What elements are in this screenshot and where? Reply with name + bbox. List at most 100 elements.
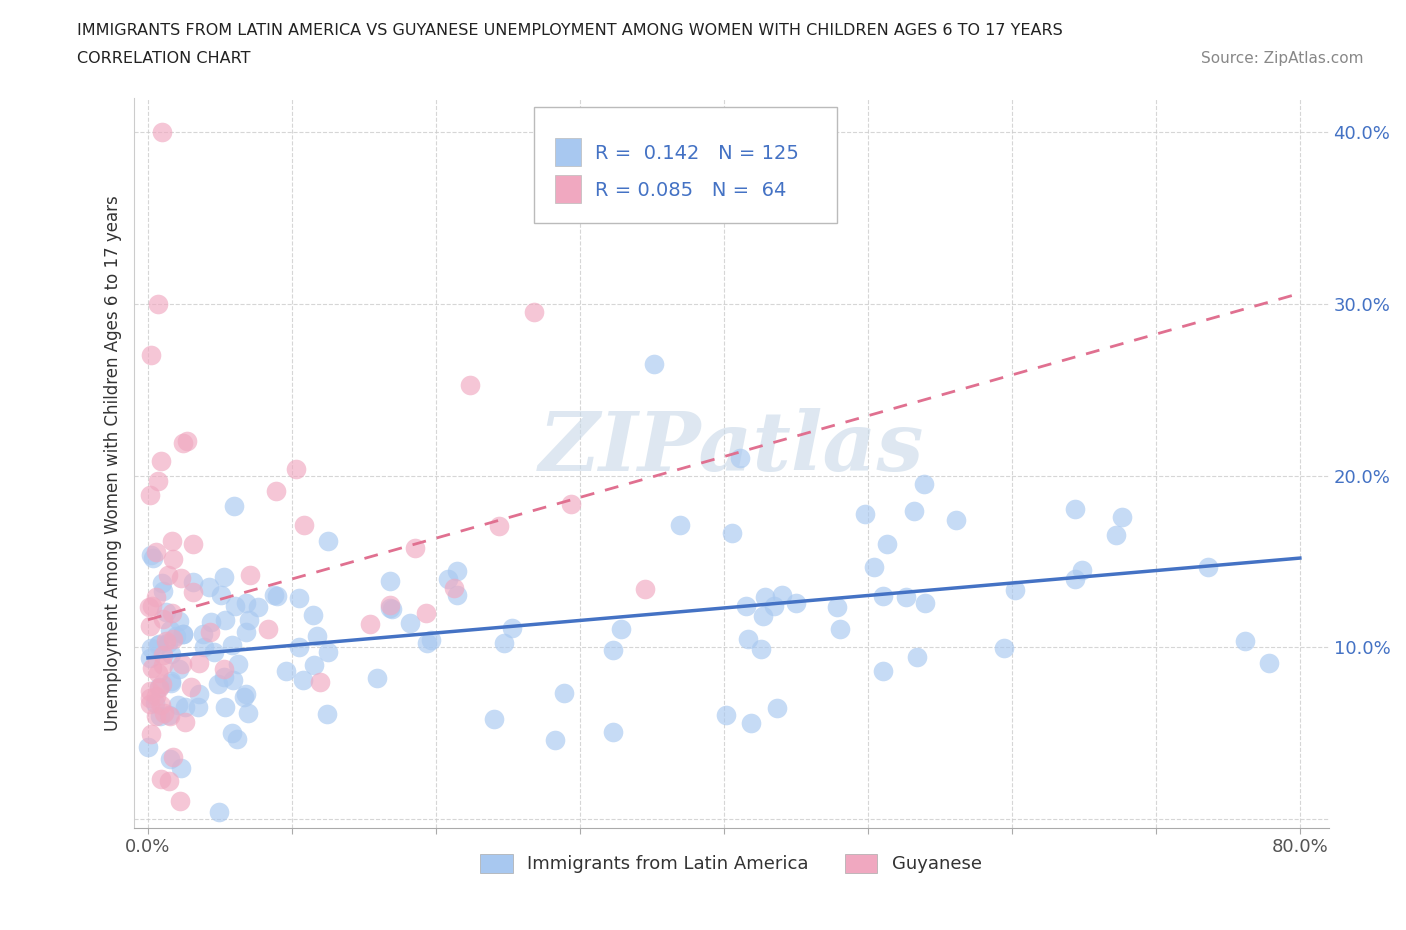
Point	[159, 622, 181, 637]
Point	[172, 627, 194, 642]
Point	[1111, 510, 1133, 525]
Point	[287, 590, 309, 604]
Point	[173, 714, 195, 729]
Point	[142, 551, 165, 565]
Point	[198, 624, 221, 639]
Point	[415, 605, 437, 620]
Point	[785, 595, 807, 610]
Point	[419, 633, 441, 648]
Text: CORRELATION CHART: CORRELATION CHART	[77, 51, 250, 66]
Point	[152, 584, 174, 599]
Point	[193, 640, 215, 655]
Point	[187, 699, 209, 714]
Point	[170, 657, 193, 671]
Point	[316, 533, 339, 548]
Point	[146, 638, 169, 653]
Point	[150, 698, 173, 712]
Point	[145, 590, 167, 604]
Point	[169, 614, 191, 629]
Point	[728, 451, 751, 466]
Point	[143, 696, 166, 711]
Point	[634, 582, 657, 597]
Point	[139, 618, 162, 633]
Point	[643, 356, 665, 371]
Point	[172, 435, 194, 450]
Point	[381, 602, 404, 617]
Point	[398, 615, 420, 630]
Point	[359, 617, 381, 631]
Point	[221, 725, 243, 740]
Point	[721, 525, 744, 540]
Point	[159, 751, 181, 766]
Point	[139, 641, 162, 656]
Point	[257, 622, 280, 637]
Point	[737, 631, 759, 646]
Point	[226, 657, 249, 671]
Point	[170, 761, 193, 776]
Point	[602, 724, 624, 739]
Point	[162, 750, 184, 764]
Text: R =  0.142   N = 125: R = 0.142 N = 125	[595, 144, 799, 163]
Point	[1071, 563, 1094, 578]
Point	[157, 635, 180, 650]
Point	[173, 699, 195, 714]
Point	[304, 658, 326, 672]
Point	[222, 498, 245, 513]
Point	[825, 600, 848, 615]
Point	[170, 570, 193, 585]
Point	[157, 774, 180, 789]
Point	[366, 671, 388, 685]
Point	[148, 473, 170, 488]
Point	[159, 709, 181, 724]
Text: R = 0.085   N =  64: R = 0.085 N = 64	[595, 181, 786, 200]
Point	[148, 681, 170, 696]
Point	[150, 125, 173, 140]
Point	[380, 574, 402, 589]
Point	[872, 663, 894, 678]
Legend: Immigrants from Latin America, Guyanese: Immigrants from Latin America, Guyanese	[481, 854, 981, 873]
Point	[145, 544, 167, 559]
Point	[159, 646, 181, 661]
Point	[754, 590, 776, 604]
Point	[148, 679, 170, 694]
Point	[308, 674, 330, 689]
Point	[264, 484, 287, 498]
Point	[162, 631, 184, 646]
Point	[138, 599, 160, 614]
Point	[146, 297, 169, 312]
Point	[156, 567, 179, 582]
Point	[993, 641, 1015, 656]
Point	[543, 732, 565, 747]
Point	[145, 689, 167, 704]
Point	[1197, 560, 1219, 575]
Point	[482, 711, 505, 726]
Point	[150, 676, 173, 691]
Point	[446, 564, 468, 578]
Point	[155, 604, 177, 619]
Point	[153, 706, 176, 721]
Point	[214, 613, 236, 628]
Point	[560, 497, 582, 512]
Point	[610, 621, 633, 636]
Point	[160, 605, 183, 620]
Point	[235, 686, 257, 701]
Text: ZIPatlas: ZIPatlas	[538, 408, 924, 488]
Point	[523, 304, 546, 319]
Point	[903, 503, 925, 518]
Point	[212, 662, 235, 677]
Point	[139, 548, 162, 563]
Point	[766, 700, 789, 715]
Point	[238, 613, 260, 628]
Point	[169, 793, 191, 808]
Point	[226, 731, 249, 746]
Point	[752, 608, 775, 623]
Point	[266, 588, 288, 603]
Point	[274, 664, 297, 679]
Point	[460, 378, 482, 392]
Point	[905, 650, 928, 665]
Point	[488, 519, 510, 534]
Point	[150, 454, 173, 469]
Text: IMMIGRANTS FROM LATIN AMERICA VS GUYANESE UNEMPLOYMENT AMONG WOMEN WITH CHILDREN: IMMIGRANTS FROM LATIN AMERICA VS GUYANES…	[77, 23, 1063, 38]
Point	[288, 640, 311, 655]
Point	[246, 600, 269, 615]
